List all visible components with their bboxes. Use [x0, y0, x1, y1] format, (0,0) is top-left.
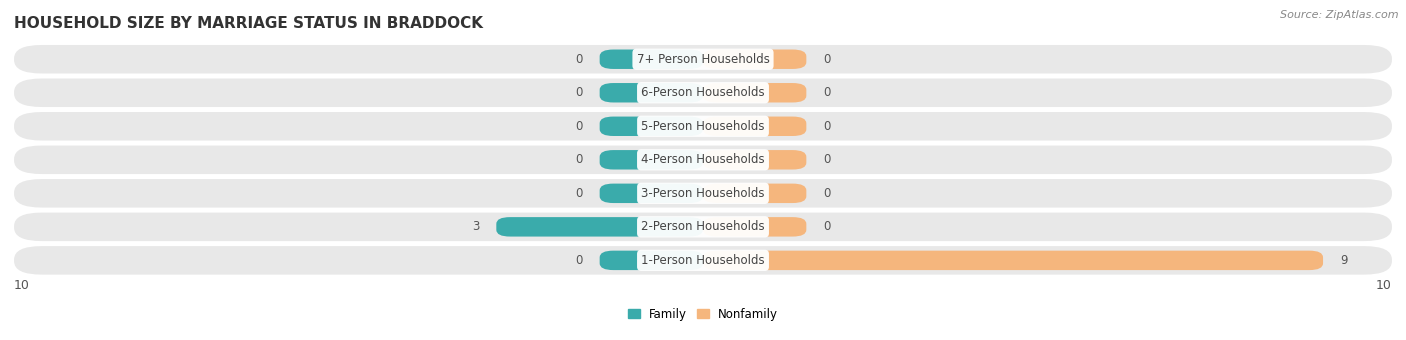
FancyBboxPatch shape: [599, 184, 703, 203]
Text: 4-Person Households: 4-Person Households: [641, 153, 765, 166]
FancyBboxPatch shape: [599, 83, 703, 102]
FancyBboxPatch shape: [14, 112, 1392, 140]
FancyBboxPatch shape: [703, 83, 807, 102]
Text: 3-Person Households: 3-Person Households: [641, 187, 765, 200]
Text: 0: 0: [575, 254, 582, 267]
FancyBboxPatch shape: [14, 45, 1392, 73]
Text: 0: 0: [824, 86, 831, 99]
FancyBboxPatch shape: [599, 50, 703, 69]
Text: 0: 0: [824, 120, 831, 133]
FancyBboxPatch shape: [14, 79, 1392, 107]
Text: 6-Person Households: 6-Person Households: [641, 86, 765, 99]
Text: 10: 10: [1376, 279, 1392, 292]
Text: 0: 0: [824, 153, 831, 166]
Text: 0: 0: [824, 53, 831, 66]
FancyBboxPatch shape: [703, 150, 807, 170]
Text: 0: 0: [575, 187, 582, 200]
FancyBboxPatch shape: [14, 246, 1392, 275]
Text: Source: ZipAtlas.com: Source: ZipAtlas.com: [1281, 10, 1399, 20]
FancyBboxPatch shape: [703, 251, 1323, 270]
FancyBboxPatch shape: [14, 146, 1392, 174]
Text: 7+ Person Households: 7+ Person Households: [637, 53, 769, 66]
FancyBboxPatch shape: [14, 179, 1392, 207]
Legend: Family, Nonfamily: Family, Nonfamily: [623, 303, 783, 325]
Text: 5-Person Households: 5-Person Households: [641, 120, 765, 133]
Text: 0: 0: [575, 120, 582, 133]
FancyBboxPatch shape: [703, 184, 807, 203]
Text: 0: 0: [824, 187, 831, 200]
Text: 1-Person Households: 1-Person Households: [641, 254, 765, 267]
Text: 0: 0: [575, 53, 582, 66]
Text: 3: 3: [472, 220, 479, 233]
FancyBboxPatch shape: [14, 212, 1392, 241]
Text: HOUSEHOLD SIZE BY MARRIAGE STATUS IN BRADDOCK: HOUSEHOLD SIZE BY MARRIAGE STATUS IN BRA…: [14, 16, 484, 31]
Text: 0: 0: [824, 220, 831, 233]
Text: 9: 9: [1340, 254, 1348, 267]
FancyBboxPatch shape: [703, 117, 807, 136]
Text: 0: 0: [575, 86, 582, 99]
Text: 2-Person Households: 2-Person Households: [641, 220, 765, 233]
FancyBboxPatch shape: [703, 50, 807, 69]
Text: 0: 0: [575, 153, 582, 166]
Text: 10: 10: [14, 279, 30, 292]
FancyBboxPatch shape: [599, 150, 703, 170]
FancyBboxPatch shape: [703, 217, 807, 237]
FancyBboxPatch shape: [599, 251, 703, 270]
FancyBboxPatch shape: [599, 117, 703, 136]
FancyBboxPatch shape: [496, 217, 703, 237]
